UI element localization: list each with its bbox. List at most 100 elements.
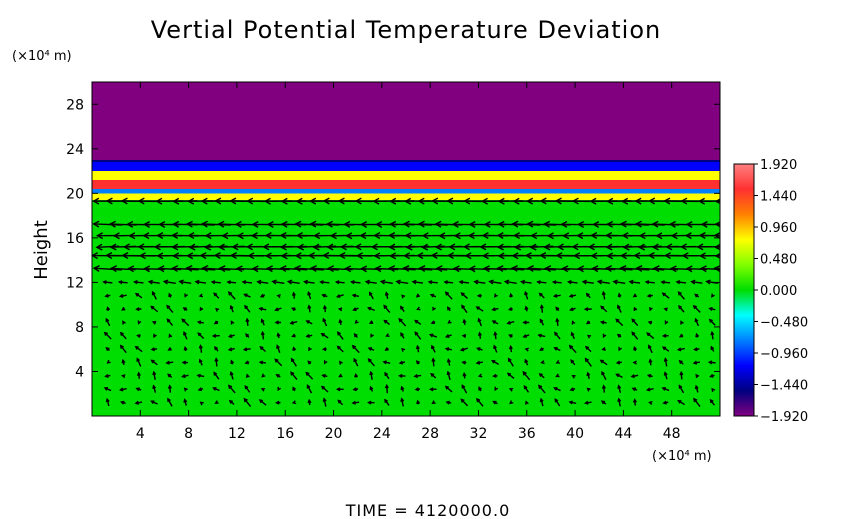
wind-arrow (694, 317, 700, 327)
x-tick-label: 40 (566, 426, 584, 442)
y-tick-label: 16 (66, 231, 84, 247)
wind-arrow (524, 347, 530, 352)
wind-arrow (400, 397, 405, 407)
wind-arrow (648, 358, 653, 366)
wind-arrow (230, 320, 235, 325)
wind-arrow (726, 307, 729, 310)
wind-arrow (568, 344, 577, 354)
wind-arrow (543, 265, 570, 273)
colorbar-tick-label: −0.960 (760, 347, 808, 362)
wind-arrow (338, 373, 343, 378)
wind-arrow (197, 387, 204, 392)
wind-arrow (727, 401, 730, 404)
wind-arrow (462, 372, 467, 379)
wind-arrow (586, 334, 592, 339)
wind-arrow (693, 397, 701, 407)
wind-arrow (447, 319, 452, 324)
wind-arrow (492, 373, 498, 378)
wind-arrow (586, 387, 591, 392)
wind-arrow (322, 317, 328, 327)
wind-arrow (214, 346, 219, 352)
wind-arrow (568, 293, 577, 298)
wind-arrow (539, 304, 544, 313)
wind-arrow (307, 398, 312, 406)
wind-arrow (306, 384, 313, 394)
wind-arrow (103, 387, 112, 392)
wind-arrow (289, 320, 298, 325)
wind-arrow (568, 400, 577, 405)
wind-arrow (321, 347, 327, 352)
wind-arrow (596, 279, 610, 285)
wind-arrow (663, 371, 668, 380)
wind-arrow (256, 279, 269, 285)
wind-arrow (553, 386, 561, 392)
y-tick-label: 20 (66, 186, 84, 202)
wind-arrow (584, 345, 592, 353)
wind-arrow (118, 293, 127, 298)
wind-arrow (699, 265, 720, 273)
wind-arrow (522, 320, 530, 325)
wind-arrow (151, 290, 157, 300)
wind-arrow (709, 398, 715, 406)
x-tick-label: 28 (421, 426, 439, 442)
wind-arrow (178, 279, 192, 285)
wind-arrow (619, 264, 650, 272)
wind-arrow (117, 280, 128, 285)
wind-arrow (710, 330, 715, 340)
wind-arrow (385, 333, 390, 337)
wind-arrow (690, 279, 703, 285)
wind-arrow (692, 304, 701, 313)
wind-arrow (197, 332, 205, 339)
wind-arrow (491, 307, 499, 312)
wind-arrow (211, 333, 220, 338)
wind-arrow (678, 359, 684, 365)
wind-arrow (152, 384, 157, 393)
wind-arrow (615, 360, 622, 365)
wind-arrow (418, 265, 448, 272)
y-axis-label: Height (31, 220, 52, 280)
y-axis: 4 8 12 16 20 24 28 (66, 97, 720, 380)
plot-field (92, 82, 720, 416)
wind-arrow (243, 293, 251, 298)
wind-arrow (522, 334, 530, 338)
wind-arrow (106, 359, 111, 364)
wind-arrow (506, 320, 515, 325)
wind-arrow (227, 291, 236, 300)
wind-arrow (119, 331, 127, 340)
wind-arrow (523, 384, 530, 393)
wind-arrow (321, 373, 328, 378)
wind-arrow (307, 360, 312, 365)
wind-arrow (678, 333, 684, 338)
wind-arrow (121, 358, 126, 366)
wind-arrow (214, 357, 219, 367)
wind-arrow (374, 265, 399, 273)
wind-arrow (460, 292, 468, 299)
wind-arrow (291, 400, 297, 405)
wind-arrow (599, 359, 608, 366)
wind-arrow (366, 400, 375, 405)
wind-arrow (493, 344, 498, 353)
x-tick-label: 16 (276, 426, 294, 442)
wind-arrow (383, 319, 390, 325)
wind-arrow (508, 387, 514, 392)
wind-arrow (600, 400, 607, 405)
wind-arrow (384, 347, 389, 352)
wind-arrow (384, 383, 389, 394)
colorbar-tick-label: −1.440 (760, 379, 808, 394)
wind-arrow (615, 373, 623, 379)
wind-arrow (121, 306, 126, 311)
colorbar-tick-label: 1.920 (760, 158, 797, 173)
wind-arrow (675, 280, 687, 285)
wind-arrow (632, 398, 637, 406)
wind-arrow (570, 331, 575, 340)
wind-arrow (402, 264, 433, 272)
wind-arrow (260, 330, 265, 340)
wind-arrow (693, 347, 700, 352)
wind-arrow (553, 346, 561, 352)
wind-arrow (524, 400, 529, 405)
wind-arrow (496, 265, 525, 273)
wind-arrow (630, 374, 639, 379)
wind-arrow (444, 385, 453, 393)
wind-arrow (538, 292, 545, 299)
wind-arrow (338, 318, 343, 325)
